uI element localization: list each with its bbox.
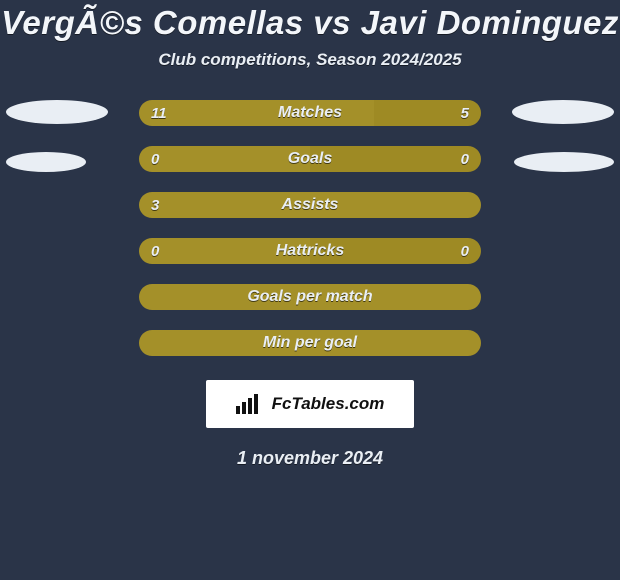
comparison-infographic: VergÃ©s Comellas vs Javi Dominguez Club …	[0, 0, 620, 580]
stat-value-left: 0	[151, 146, 159, 172]
chart-area: Matches115Goals00Assists3Hattricks00Goal…	[0, 100, 620, 356]
brand-text: FcTables.com	[272, 394, 385, 414]
stat-row: Matches11 5	[139, 100, 481, 126]
stat-value-left: 3	[151, 192, 159, 218]
stat-value-left: 0	[151, 238, 159, 264]
stat-value-left: 11	[151, 100, 167, 126]
brand-box: FcTables.com	[206, 380, 414, 428]
date-label: 1 november 2024	[0, 448, 620, 469]
stat-value-right: 0	[461, 238, 469, 264]
player-ellipse-right	[512, 100, 614, 124]
stat-value-right: 0	[461, 146, 469, 172]
player-ellipse-left	[6, 152, 86, 172]
stat-rows: Matches115Goals00Assists3Hattricks00Goal…	[139, 100, 481, 356]
player-ellipse-left	[6, 100, 108, 124]
stat-row: Hattricks0 0	[139, 238, 481, 264]
stat-label: Goals	[139, 146, 481, 172]
stat-row: Min per goal	[139, 330, 481, 356]
stat-label: Goals per match	[139, 284, 481, 310]
player-ellipse-right	[514, 152, 614, 172]
stat-label: Assists	[139, 192, 481, 218]
stat-row: Assists3	[139, 192, 481, 218]
stat-label: Hattricks	[139, 238, 481, 264]
stat-value-right: 5	[461, 100, 469, 126]
brand-icon	[236, 394, 264, 414]
stat-row: Goals0 0	[139, 146, 481, 172]
stat-row: Goals per match	[139, 284, 481, 310]
stat-label: Matches	[139, 100, 481, 126]
page-title: VergÃ©s Comellas vs Javi Dominguez	[0, 0, 620, 42]
page-subtitle: Club competitions, Season 2024/2025	[0, 50, 620, 70]
stat-label: Min per goal	[139, 330, 481, 356]
